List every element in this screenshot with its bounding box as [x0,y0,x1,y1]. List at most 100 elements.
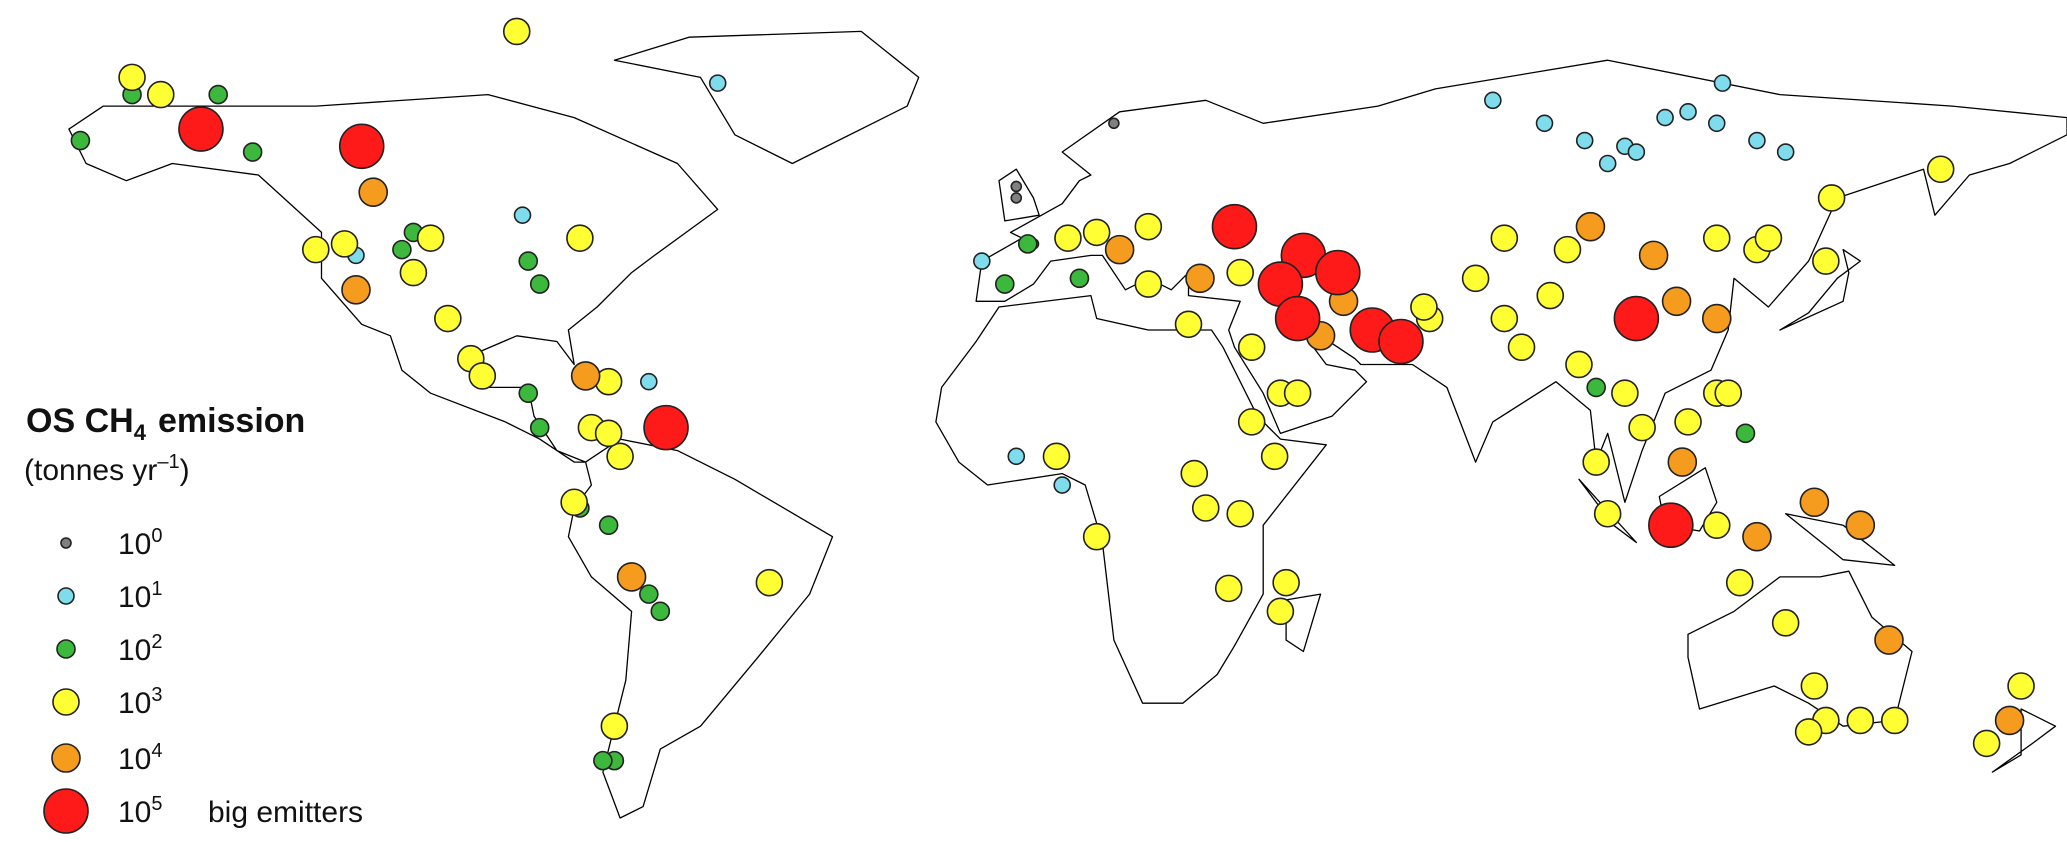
emission-point [593,750,613,771]
emission-point [341,275,371,305]
emission-point [1260,442,1289,471]
legend-label: 105 [118,793,163,829]
emission-point [1082,218,1111,247]
emission-point [1674,408,1702,436]
emission-point [1627,143,1646,161]
emission-point [118,63,146,92]
emission-point [1656,108,1674,127]
legend-label: 101 [118,578,163,614]
emission-point [518,251,539,271]
emission-point [755,568,784,597]
legend-unit-main: (tonnes yr [24,454,157,487]
emission-point [1226,499,1254,528]
emission-point [1742,521,1772,552]
emission-point [1586,377,1606,398]
emission-point [1507,333,1536,362]
legend-unit-close: ) [180,454,190,487]
legend-base: 10 [118,687,151,720]
emission-point [1283,379,1312,407]
emission-point [650,601,671,622]
legend-units: (tonnes yr–1) [24,451,190,487]
emission-point [1714,379,1743,407]
legend-title: OS CH4 emission [26,402,305,445]
legend-swatch [51,743,81,773]
emission-point [1575,131,1594,150]
emission-point [1134,270,1163,298]
legend-exponent: 5 [151,793,162,815]
emission-point [392,239,412,260]
emission-point [513,206,532,224]
emission-point [1237,333,1266,362]
emission-point [1598,154,1617,173]
coastline [1779,248,1861,331]
emission-point [301,235,330,264]
emission-point [643,404,689,451]
emission-point [594,419,623,448]
emission-point [570,361,601,391]
emission-point [566,224,594,252]
emission-point [1817,184,1846,212]
emission-point [1378,318,1424,365]
emission-point [1490,304,1519,333]
coastline [1285,593,1322,653]
emission-point [1846,706,1875,735]
emission-point [1536,281,1565,310]
legend-exponent: 2 [151,631,162,653]
coastlines [68,30,2067,819]
emission-point [1237,408,1266,436]
emission-point [1226,258,1254,287]
legend-title-main: OS CH [26,402,134,440]
legend-exponent: 4 [151,740,162,762]
legend-exponent: 3 [151,684,162,706]
emission-point [994,274,1015,294]
legend-swatch [60,537,72,549]
emission-point [1593,499,1622,528]
emission-point [338,123,385,170]
emission-point [1611,379,1639,407]
emission-point [1211,203,1258,250]
emission-point [1748,131,1766,150]
emission-point [1266,597,1295,626]
emission-point [616,562,647,592]
emission-point [1191,494,1220,522]
emission-point [1108,117,1120,130]
emission-point [1667,447,1698,477]
legend-base: 10 [118,743,151,776]
legend-label: 102 [118,631,163,667]
coastline [1991,708,2057,773]
emission-point [1214,574,1243,603]
emission-point [1582,448,1610,476]
emission-point [560,488,588,517]
emission-point [1702,511,1731,540]
legend-exponent: 1 [151,578,162,600]
legend-label: 104 [118,740,163,776]
coastline [1687,570,1913,727]
emission-point [1461,264,1490,293]
emission-point [1638,240,1669,271]
legend-swatch [43,788,89,834]
emission-point [1053,476,1072,494]
emission-point [1735,423,1756,444]
emission-point [1713,74,1732,92]
emission-point [330,230,359,258]
emission-point [1054,224,1082,252]
emission-point [242,142,263,162]
emission-point [1174,310,1203,339]
emission-point [1180,459,1209,488]
emission-point [1701,303,1732,334]
coastline [613,30,920,165]
emission-point [1771,609,1800,637]
emission-point [1776,143,1795,161]
emission-point [1679,103,1697,121]
emission-point [1082,522,1111,551]
emission-point [1725,568,1754,597]
emission-point [1484,91,1502,110]
emission-point [1794,718,1823,746]
emission-point [1553,235,1582,264]
emission-point [1702,224,1731,252]
legend-title-rest: emission [158,402,305,440]
emission-point [1565,350,1593,379]
emission-point [529,274,550,294]
emission-point [1648,502,1694,549]
